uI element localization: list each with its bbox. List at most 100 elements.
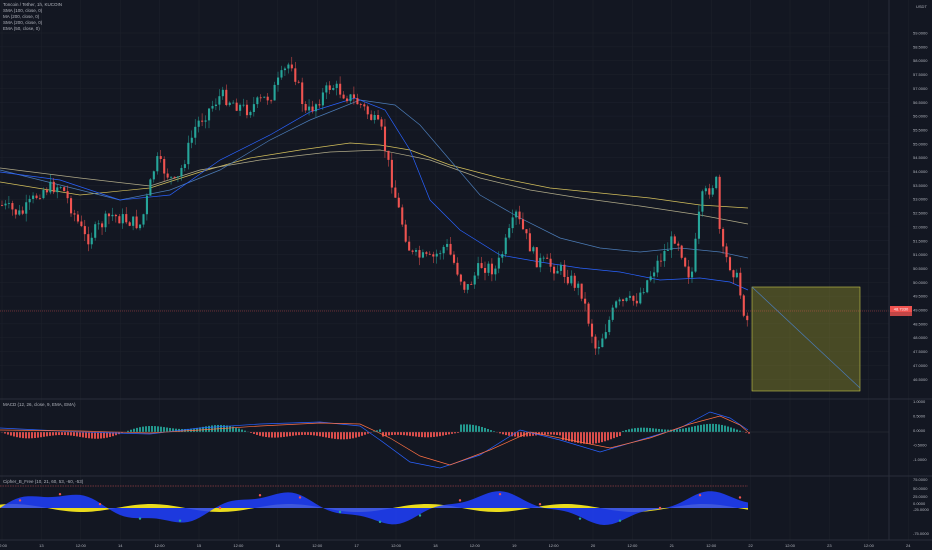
macd-bar — [139, 427, 141, 432]
wave-dot — [378, 520, 382, 524]
macd-bar — [685, 428, 687, 432]
candle-body — [594, 336, 597, 349]
price-axis[interactable]: 59.0000 58.5000 58.0000 57.5000 57.0000 56.50… — [888, 0, 928, 540]
macd-bar — [736, 429, 738, 432]
candle-body — [56, 187, 59, 193]
candle-body — [252, 104, 255, 112]
macd-bar — [262, 432, 264, 437]
time-axis[interactable]: 12:00 13 12:00 14 12:00 15 12:00 16 12:00 17 12:00… — [0, 539, 932, 548]
candle-body — [666, 250, 669, 251]
indicator-sma200[interactable]: SMA (200, close, 0) — [3, 20, 43, 25]
candle-body — [97, 223, 100, 225]
candle-body — [101, 223, 104, 228]
macd-panel[interactable]: 1.0000 0.5000 0.0000 -0.5000 -1.0000 — [0, 398, 932, 469]
time-label: 21 — [670, 543, 675, 548]
macd-bar — [598, 432, 600, 443]
candle-body — [259, 97, 262, 99]
macd-bar — [16, 432, 18, 438]
wave-dot — [298, 496, 302, 499]
macd-bar — [520, 432, 522, 437]
candle-body — [428, 253, 431, 255]
macd-bar — [85, 432, 87, 438]
time-label: 22 — [748, 543, 753, 548]
price-panel[interactable] — [0, 56, 889, 392]
macd-bar — [502, 432, 504, 435]
macd-bar — [340, 432, 342, 440]
macd-legend[interactable]: MACD (12, 26, close, 9, EMA, EMA) — [3, 402, 76, 407]
macd-bar — [529, 432, 531, 437]
candle-body — [735, 272, 738, 278]
candle-body — [656, 260, 659, 273]
candle-body — [408, 241, 411, 251]
candle-body — [435, 253, 438, 257]
wave-dot — [458, 499, 462, 502]
macd-bar — [127, 430, 129, 432]
candle-body — [439, 253, 442, 255]
candle-body — [573, 275, 576, 288]
candle-body — [601, 338, 604, 348]
price-label: 53.0000 — [913, 197, 928, 202]
macd-bar — [436, 432, 438, 437]
macd-bar — [505, 432, 507, 436]
macd-bar — [115, 432, 117, 436]
candle-body — [715, 176, 718, 189]
candle-body — [739, 272, 742, 296]
macd-bar — [58, 432, 60, 436]
sma200-line — [0, 149, 749, 225]
candle-body — [249, 111, 252, 116]
macd-bar — [160, 426, 162, 432]
macd-bar — [577, 432, 579, 443]
currency-label: USDT — [916, 4, 927, 9]
time-label: 12:00 — [312, 543, 323, 548]
candle-body — [725, 246, 728, 258]
price-label: 47.0000 — [913, 363, 928, 368]
macd-bar — [553, 432, 555, 435]
macd-bar — [466, 424, 468, 432]
candle-body — [625, 297, 628, 302]
position-tool[interactable] — [751, 286, 861, 392]
macd-bar — [397, 432, 399, 435]
indicator-sma100[interactable]: SMA (100, close, 0) — [3, 8, 43, 13]
osc-axis-label: -75.0000 — [913, 531, 930, 536]
candle-body — [308, 106, 311, 111]
macd-bar — [256, 432, 258, 435]
candles — [1, 56, 749, 355]
macd-bar — [46, 432, 48, 437]
price-label: 48.0000 — [913, 335, 928, 340]
price-label: 54.0000 — [913, 169, 928, 174]
candle-body — [170, 176, 173, 178]
macd-bar — [448, 432, 450, 435]
symbol-title[interactable]: Toncoin / Tether, 1h, KUCOIN — [3, 2, 62, 7]
macd-bar — [88, 432, 90, 439]
macd-bar — [184, 429, 186, 432]
candle-body — [239, 104, 242, 111]
oscillator-legend[interactable]: Cipher_B_Free (10, 21, 60, 53, -60, -53) — [3, 479, 84, 484]
candle-body — [18, 210, 21, 215]
macd-bar — [727, 426, 729, 432]
indicator-ma200[interactable]: MA (200, close, 0) — [3, 14, 40, 19]
candle-body — [121, 214, 124, 224]
macd-bar — [640, 427, 642, 432]
macd-bar — [22, 432, 24, 439]
indicator-ema50[interactable]: EMA (50, close, 0) — [3, 26, 40, 31]
candle-body — [549, 258, 552, 267]
macd-bar — [721, 424, 723, 432]
candle-body — [263, 96, 266, 98]
macd-line — [0, 411, 749, 469]
macd-bar — [379, 429, 381, 432]
price-label: 55.5000 — [913, 127, 928, 132]
macd-bar — [229, 425, 231, 432]
candle-body — [232, 102, 235, 104]
wave-dot — [138, 517, 142, 520]
macd-bar — [643, 427, 645, 432]
candle-body — [370, 114, 373, 120]
macd-bar — [94, 432, 96, 439]
oscillator-panel[interactable]: 75.0000 50.0000 25.0000 0.0000-25.0000 -75.0… — [0, 475, 932, 536]
candle-body — [570, 275, 573, 284]
candle-body — [442, 246, 445, 254]
candle-body — [746, 315, 749, 321]
candle-body — [346, 98, 349, 102]
macd-bar — [289, 432, 291, 437]
macd-bar — [109, 432, 111, 438]
